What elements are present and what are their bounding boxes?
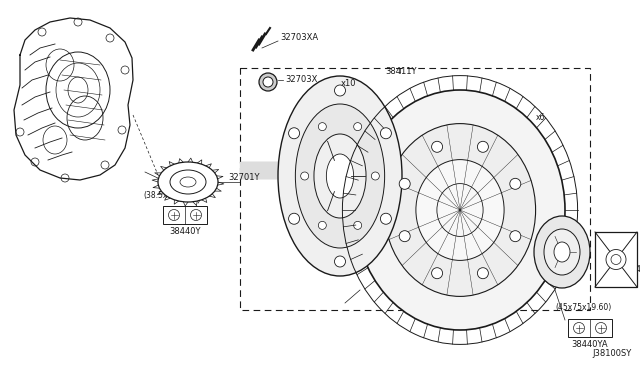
Circle shape [399,178,410,189]
Circle shape [289,128,300,139]
Circle shape [510,231,521,242]
Ellipse shape [416,160,504,260]
Circle shape [354,123,362,131]
Circle shape [263,77,273,87]
Ellipse shape [355,90,565,330]
Circle shape [611,254,621,264]
Circle shape [318,221,326,230]
Bar [163,206,207,224]
Circle shape [431,141,443,152]
Circle shape [191,209,202,221]
Circle shape [380,128,392,139]
Text: 38453Y: 38453Y [625,266,640,275]
Circle shape [477,268,488,279]
Circle shape [335,85,346,96]
Circle shape [259,73,277,91]
Circle shape [510,178,521,189]
Text: 38440Y: 38440Y [169,227,201,236]
Ellipse shape [296,104,385,248]
Circle shape [318,123,326,131]
Circle shape [335,256,346,267]
Ellipse shape [158,162,218,202]
Circle shape [477,141,488,152]
Text: x6: x6 [536,113,545,122]
Circle shape [301,172,308,180]
Text: 32701Y: 32701Y [228,173,259,183]
Bar [568,319,612,337]
Text: (45x75x19.60): (45x75x19.60) [555,303,611,312]
Bar [240,68,590,310]
Ellipse shape [554,242,570,262]
Ellipse shape [278,76,402,276]
Circle shape [371,172,380,180]
Text: 32703X: 32703X [285,76,317,84]
Ellipse shape [326,154,354,198]
Circle shape [573,323,584,334]
Circle shape [354,221,362,230]
Circle shape [380,213,392,224]
Text: (38.5x67x16.64): (38.5x67x16.64) [143,191,206,200]
Circle shape [399,231,410,242]
Circle shape [595,323,607,334]
Ellipse shape [385,124,536,296]
Circle shape [431,268,443,279]
Text: x10: x10 [341,79,356,88]
Circle shape [168,209,179,221]
Bar [595,232,637,287]
Ellipse shape [180,177,196,187]
Ellipse shape [544,229,580,275]
Circle shape [289,213,300,224]
Ellipse shape [534,216,590,288]
Text: 38411Y: 38411Y [385,67,417,77]
Text: J38100SY: J38100SY [593,349,632,358]
Ellipse shape [170,170,206,194]
Text: 38440YA: 38440YA [572,340,608,349]
Text: 32703XA: 32703XA [280,33,318,42]
Circle shape [606,250,626,269]
Ellipse shape [314,134,366,218]
